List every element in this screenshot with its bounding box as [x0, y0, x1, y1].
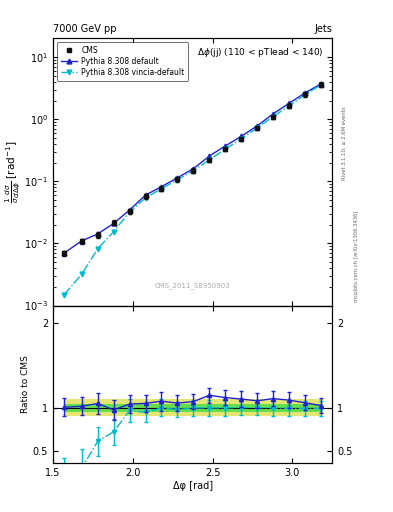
Y-axis label: $\frac{1}{\sigma}\frac{d\sigma}{d\Delta\phi}$ [rad$^{-1}$]: $\frac{1}{\sigma}\frac{d\sigma}{d\Delta\…: [4, 141, 23, 203]
Text: CMS_2011_S8950903: CMS_2011_S8950903: [155, 283, 230, 289]
Legend: CMS, Pythia 8.308 default, Pythia 8.308 vincia-default: CMS, Pythia 8.308 default, Pythia 8.308 …: [57, 42, 188, 81]
X-axis label: Δφ [rad]: Δφ [rad]: [173, 481, 213, 491]
Text: Rivet 3.1.10; ≥ 2.6M events: Rivet 3.1.10; ≥ 2.6M events: [342, 106, 347, 180]
Text: $\Delta\phi$(jj) (110 < pTlead < 140): $\Delta\phi$(jj) (110 < pTlead < 140): [197, 47, 324, 59]
Text: 7000 GeV pp: 7000 GeV pp: [53, 24, 117, 34]
Text: Jets: Jets: [314, 24, 332, 34]
Y-axis label: Ratio to CMS: Ratio to CMS: [21, 355, 30, 413]
Text: mcplots.cern.ch [arXiv:1306.3436]: mcplots.cern.ch [arXiv:1306.3436]: [354, 210, 359, 302]
